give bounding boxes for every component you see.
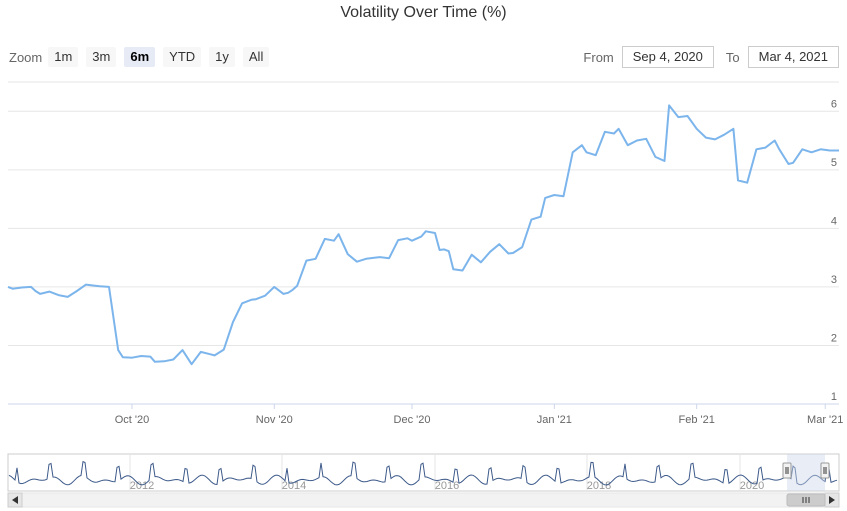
y-tick-label: 5 <box>831 157 837 169</box>
from-label: From <box>583 49 614 65</box>
scrollbar[interactable] <box>7 492 840 508</box>
zoom-label: Zoom <box>9 49 43 65</box>
y-tick-label: 4 <box>831 215 837 227</box>
arrow-left-icon <box>12 496 18 504</box>
navigator-year-labels: 2012 2014 2016 2018 2020 <box>129 454 764 492</box>
navigator-year-label: 2014 <box>282 480 306 492</box>
navigator-series-line <box>8 460 838 486</box>
y-tick-label: 1 <box>831 391 837 403</box>
zoom-ytd-button[interactable]: YTD <box>163 47 202 67</box>
x-tick-label: Nov '20 <box>256 414 293 426</box>
zoom-1m-button[interactable]: 1m <box>48 47 79 67</box>
zoom-3m-button[interactable]: 3m <box>86 47 117 67</box>
x-tick-label: Dec '20 <box>394 414 431 426</box>
from-date-input[interactable]: Sep 4, 2020 <box>621 46 714 68</box>
to-label: To <box>725 49 740 65</box>
navigator-year-label: 2016 <box>435 480 459 492</box>
y-tick-label: 6 <box>831 98 837 110</box>
zoom-6m-button[interactable]: 6m <box>124 47 156 67</box>
y-axis: 1 2 3 4 5 6 <box>831 98 837 403</box>
scrollbar-track[interactable] <box>7 492 840 508</box>
x-tick-label: Feb '21 <box>678 414 714 426</box>
date-range-selector: From Sep 4, 2020 To Mar 4, 2021 <box>583 46 839 68</box>
y-tick-label: 3 <box>831 274 837 286</box>
zoom-1y-button[interactable]: 1y <box>209 47 235 67</box>
navigator-frame <box>7 453 840 492</box>
arrow-right-icon <box>829 496 835 504</box>
navigator-right-handle[interactable] <box>820 462 830 479</box>
series-line <box>7 104 839 366</box>
grid-layer <box>8 81 839 405</box>
y-tick-label: 2 <box>831 332 837 344</box>
zoom-toolbar: Zoom 1m 3m 6m YTD 1y All <box>9 46 277 68</box>
navigator-year-label: 2020 <box>740 480 764 492</box>
navigator-year-label: 2018 <box>587 480 611 492</box>
zoom-all-button[interactable]: All <box>242 47 270 67</box>
chart-title: Volatility Over Time (%) <box>340 4 507 21</box>
to-date-input[interactable]: Mar 4, 2021 <box>747 46 839 68</box>
navigator[interactable]: 2012 2014 2016 2018 2020 <box>7 453 840 492</box>
navigator-year-label: 2012 <box>130 480 154 492</box>
x-axis: Oct '20 Nov '20 Dec '20 Jan '21 Feb '21 Mar '… <box>8 403 843 426</box>
x-tick-label: Jan '21 <box>537 414 572 426</box>
x-tick-label: Mar '21 <box>807 414 843 426</box>
navigator-selection-mask[interactable] <box>787 454 825 491</box>
navigator-left-handle[interactable] <box>782 462 792 479</box>
x-tick-label: Oct '20 <box>115 414 150 426</box>
